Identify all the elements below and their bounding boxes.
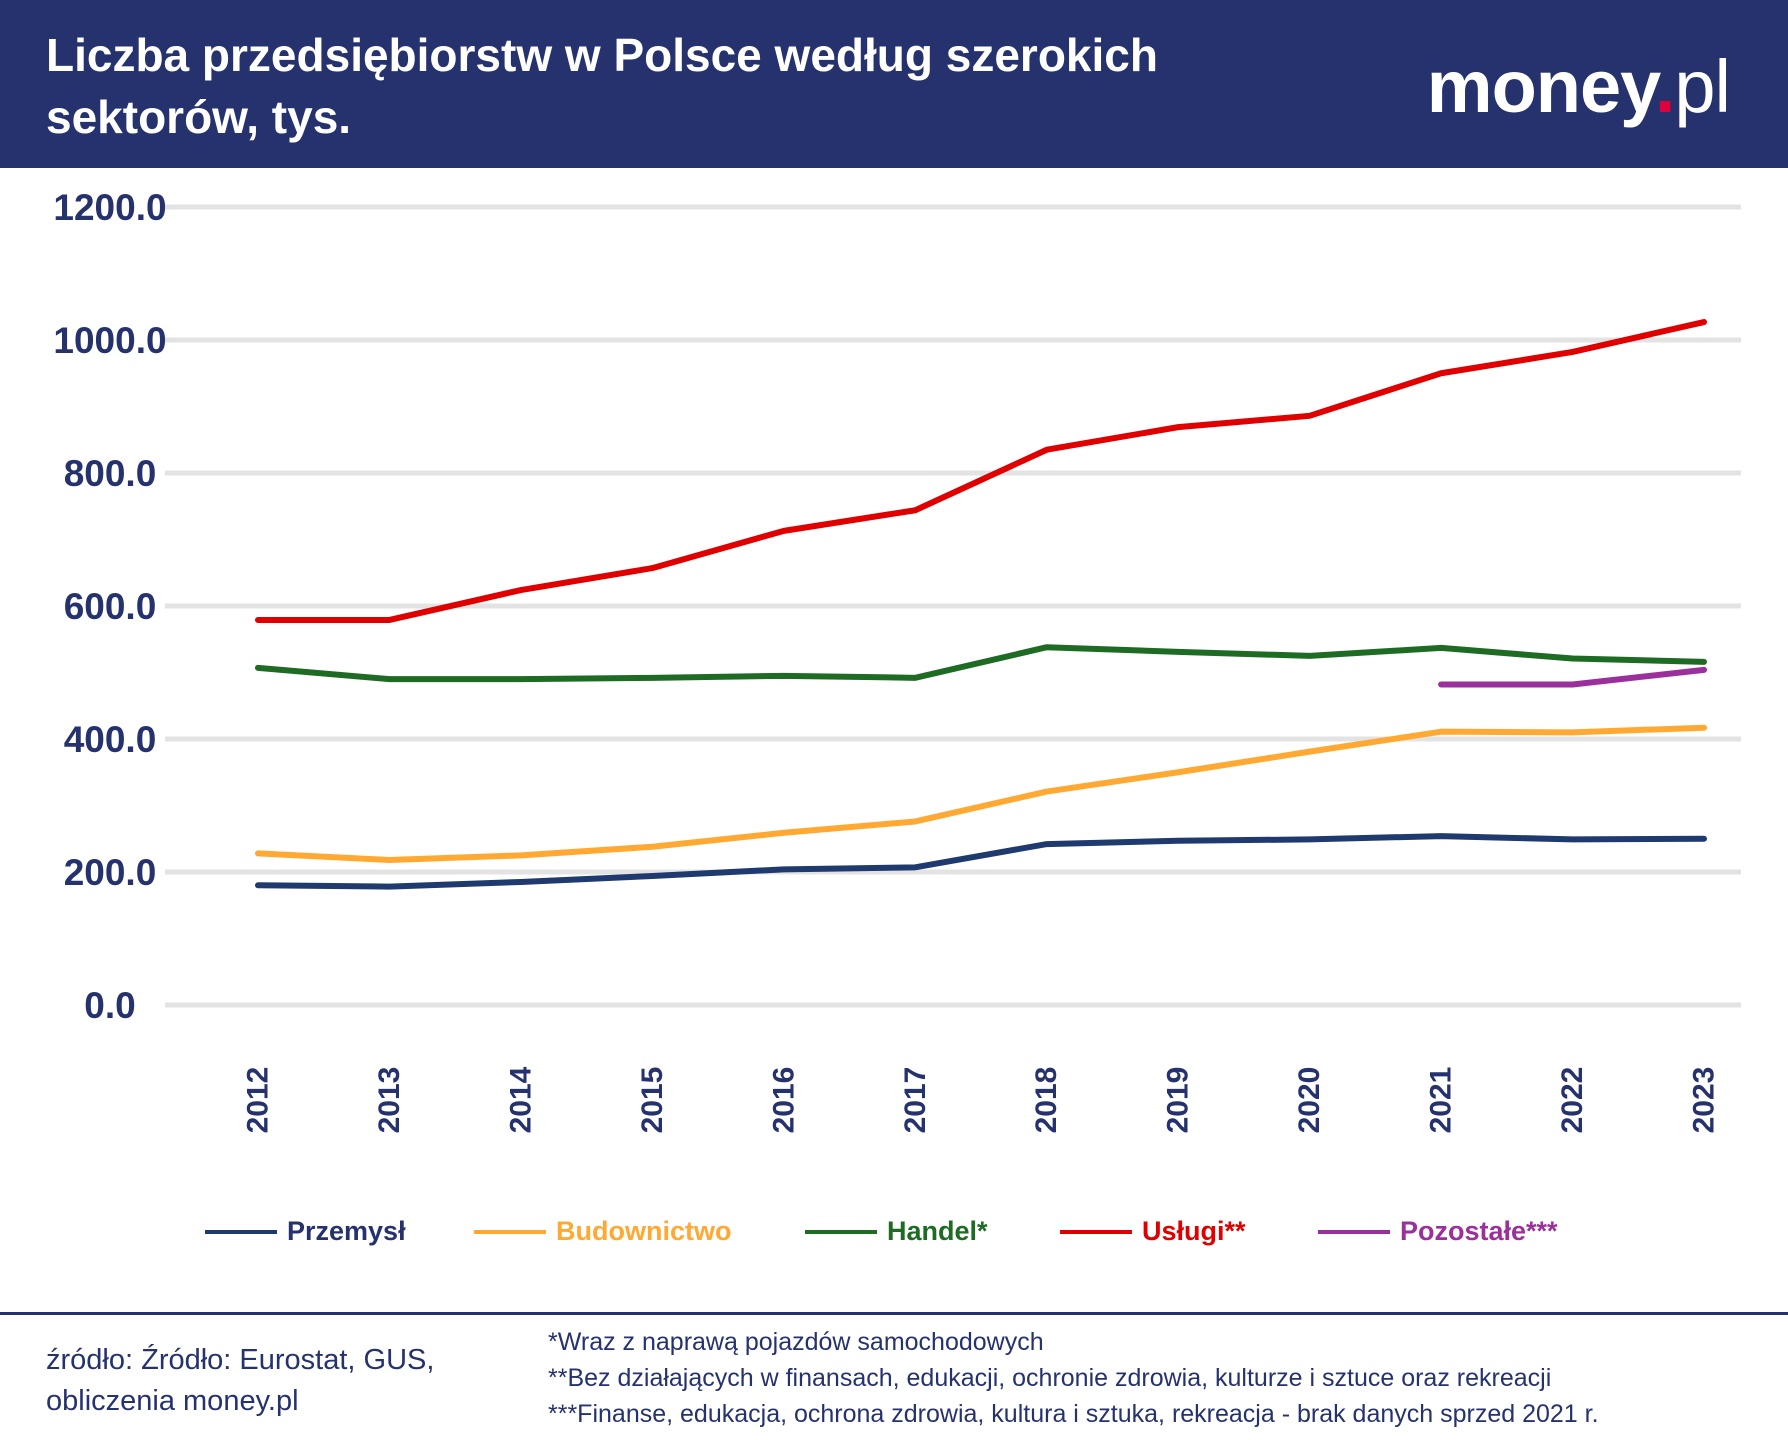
- x-tick-label: 2012: [242, 1067, 275, 1134]
- series-line-pozostałe: [1438, 666, 1707, 688]
- series-line-usługi: [255, 319, 1707, 623]
- legend: Przemysł Budownictwo Handel* Usługi** Pozost…: [0, 1216, 1788, 1256]
- y-tick-label: 600.0: [64, 586, 157, 627]
- y-tick-label: 400.0: [64, 719, 157, 760]
- legend-swatch: [1318, 1229, 1390, 1234]
- series-line-przemysł: [255, 833, 1707, 890]
- legend-item: Budownictwo: [474, 1216, 731, 1247]
- source-line: obliczenia money.pl: [46, 1385, 299, 1417]
- legend-label: Pozostałe***: [1400, 1216, 1558, 1246]
- header-banner: Liczba przedsiębiorstw w Polsce według s…: [0, 0, 1788, 168]
- y-tick-label: 0.0: [84, 985, 135, 1026]
- footnote: *Wraz z naprawą pojazdów samochodowych: [548, 1328, 1044, 1356]
- x-tick-label: 2023: [1688, 1067, 1721, 1134]
- legend-swatch: [1060, 1229, 1132, 1234]
- legend-label: Budownictwo: [556, 1216, 732, 1246]
- series-line-handel: [255, 644, 1707, 683]
- legend-item: Handel*: [805, 1216, 988, 1247]
- line-chart: 0.0 200.0 400.0 600.0 800.0 1000.0 1200.0 2012 2…: [53, 187, 1741, 1134]
- x-tick-label: 2016: [767, 1067, 800, 1134]
- source-text: źródło: Źródło: Eurostat, GUS, obliczeni…: [46, 1340, 434, 1422]
- x-tick-label: 2021: [1425, 1067, 1458, 1134]
- x-tick-label: 2017: [899, 1067, 932, 1134]
- x-tick-label: 2020: [1293, 1067, 1326, 1134]
- legend-swatch: [474, 1229, 546, 1234]
- chart-title: Liczba przedsiębiorstw w Polsce według s…: [46, 29, 1158, 143]
- series-line-budownictwo: [255, 724, 1707, 864]
- x-tick-label: 2019: [1162, 1067, 1195, 1134]
- x-tick-label: 2022: [1556, 1067, 1589, 1134]
- y-tick-label: 800.0: [64, 453, 157, 494]
- y-tick-label: 1200.0: [53, 187, 166, 228]
- x-tick-label: 2015: [636, 1067, 669, 1134]
- legend-label: Handel*: [887, 1216, 988, 1246]
- x-tick-label: 2014: [504, 1066, 537, 1133]
- footnote: ***Finanse, edukacja, ochrona zdrowia, k…: [548, 1400, 1599, 1428]
- legend-swatch: [805, 1229, 877, 1234]
- legend-label: Usługi**: [1142, 1216, 1246, 1246]
- x-tick-label: 2013: [373, 1067, 406, 1134]
- footer-divider: [0, 1312, 1788, 1315]
- legend-item: Pozostałe***: [1318, 1216, 1558, 1247]
- footnotes: *Wraz z naprawą pojazdów samochodowych *…: [548, 1324, 1599, 1432]
- legend-item: Usługi**: [1060, 1216, 1246, 1247]
- x-tick-label: 2018: [1030, 1067, 1063, 1134]
- y-tick-label: 1000.0: [53, 320, 166, 361]
- y-tick-label: 200.0: [64, 852, 157, 893]
- legend-swatch: [205, 1229, 277, 1234]
- source-line: źródło: Źródło: Eurostat, GUS,: [46, 1344, 435, 1376]
- legend-label: Przemysł: [287, 1216, 406, 1246]
- legend-item: Przemysł: [205, 1216, 406, 1247]
- money-pl-logo: money.pl: [1426, 45, 1731, 128]
- footnote: **Bez działających w finansach, edukacji…: [548, 1364, 1552, 1392]
